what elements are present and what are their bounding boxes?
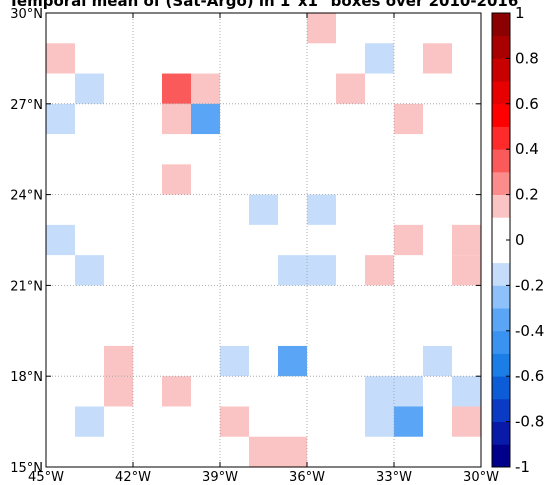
colorbar-segment: [492, 58, 510, 82]
x-tick-label: 39°W: [202, 470, 238, 485]
x-tick-label: 30°W: [463, 470, 499, 485]
heatmap-cell: [365, 43, 394, 74]
heatmap-cell: [162, 103, 191, 135]
colorbar-segment: [492, 308, 510, 332]
heatmap-cells: [46, 13, 481, 467]
heatmap-cell: [452, 255, 481, 286]
heatmap-cell: [452, 224, 481, 256]
heatmap-cell: [162, 164, 191, 195]
x-tick-label: 33°W: [376, 470, 412, 485]
heatmap-cell: [191, 103, 220, 135]
heatmap-cell: [249, 436, 278, 467]
colorbar-segment: [492, 398, 510, 422]
x-tick-label: 36°W: [289, 470, 325, 485]
colorbar-tick-label: -0.2: [515, 276, 544, 294]
heatmap-cell: [394, 103, 423, 135]
colorbar-segment: [492, 194, 510, 218]
heatmap-cell: [75, 73, 104, 104]
colorbar-segment: [492, 126, 510, 150]
heatmap-cell: [46, 103, 75, 135]
colorbar-segment: [492, 421, 510, 445]
colorbar-segment: [492, 103, 510, 127]
colorbar-tick-label: -0.4: [515, 322, 544, 340]
heatmap-cell: [452, 376, 481, 407]
colorbar-tick-label: -0.6: [515, 367, 544, 385]
heatmap-cell: [336, 73, 365, 104]
heatmap-cell: [75, 406, 104, 437]
heatmap-cell: [220, 345, 249, 377]
heatmap-cell: [394, 224, 423, 256]
colorbar-tick-label: 0.6: [515, 95, 539, 113]
colorbar: 1 0.8 0.6 0.4 0.2 0 -0.2 -0.4 -0.6 -0.8 -1: [491, 4, 544, 476]
colorbar-segment: [492, 240, 510, 264]
heatmap-cell: [162, 73, 191, 104]
heatmap-cell: [162, 376, 191, 407]
colorbar-segment: [492, 149, 510, 173]
heatmap-cell: [104, 376, 133, 407]
colorbar-tick-label: 1: [515, 4, 525, 22]
colorbar-tick-label: 0: [515, 231, 525, 249]
colorbar-segment: [492, 35, 510, 59]
colorbar-segment: [492, 13, 510, 37]
x-tick-label: 45°W: [28, 470, 64, 485]
heatmap-cell: [104, 345, 133, 377]
colorbar-tick-label: -0.8: [515, 413, 544, 431]
heatmap-cell: [394, 376, 423, 407]
colorbar-tick-label: 0.4: [515, 140, 539, 158]
x-tick-label: 42°W: [115, 470, 151, 485]
heatmap-cell: [278, 345, 307, 377]
colorbar-segment: [492, 171, 510, 195]
colorbar-segment: [492, 285, 510, 309]
heatmap-cell: [75, 255, 104, 286]
heatmap-cell: [365, 376, 394, 407]
heatmap-cell: [365, 255, 394, 286]
heatmap-cell: [46, 43, 75, 74]
heatmap-cell: [278, 255, 307, 286]
colorbar-tick-label: 0.2: [515, 186, 539, 204]
colorbar-tick-label: -1: [515, 458, 530, 476]
colorbar-segment: [492, 353, 510, 377]
y-tick-label: 15°N: [10, 461, 43, 476]
heatmap-cell: [365, 406, 394, 437]
heatmap-cell: [249, 194, 278, 225]
y-tick-label: 24°N: [10, 189, 43, 204]
heatmap-cell: [278, 436, 307, 467]
plot-frame: [45, 12, 482, 468]
colorbar-segment: [492, 330, 510, 354]
heatmap-cell: [307, 255, 336, 286]
colorbar-segment: [492, 444, 510, 468]
heatmap-cell: [46, 224, 75, 256]
heatmap-cell: [423, 345, 452, 377]
colorbar-segment: [492, 81, 510, 105]
axis-ticks: 45°W 42°W 39°W 36°W 33°W 30°W 15°N 18°N 21°N 24°N…: [10, 7, 499, 485]
y-tick-label: 18°N: [10, 370, 43, 385]
heatmap-cell: [452, 406, 481, 437]
colorbar-tick-label: 0.8: [515, 49, 539, 67]
colorbar-segment: [492, 217, 510, 241]
heatmap-cell: [307, 13, 336, 44]
heatmap-cell: [307, 194, 336, 225]
heatmap-cell: [423, 43, 452, 74]
heatmap-cell: [191, 73, 220, 104]
y-tick-label: 30°N: [10, 7, 43, 22]
heatmap-cell: [394, 406, 423, 437]
y-tick-label: 21°N: [10, 279, 43, 294]
chart-title: Temporal mean of (Sat-Argo) in 1°x1° box…: [9, 0, 519, 10]
colorbar-segment: [492, 376, 510, 400]
colorbar-segment: [492, 262, 510, 286]
y-tick-label: 27°N: [10, 98, 43, 113]
heatmap-cell: [220, 406, 249, 437]
